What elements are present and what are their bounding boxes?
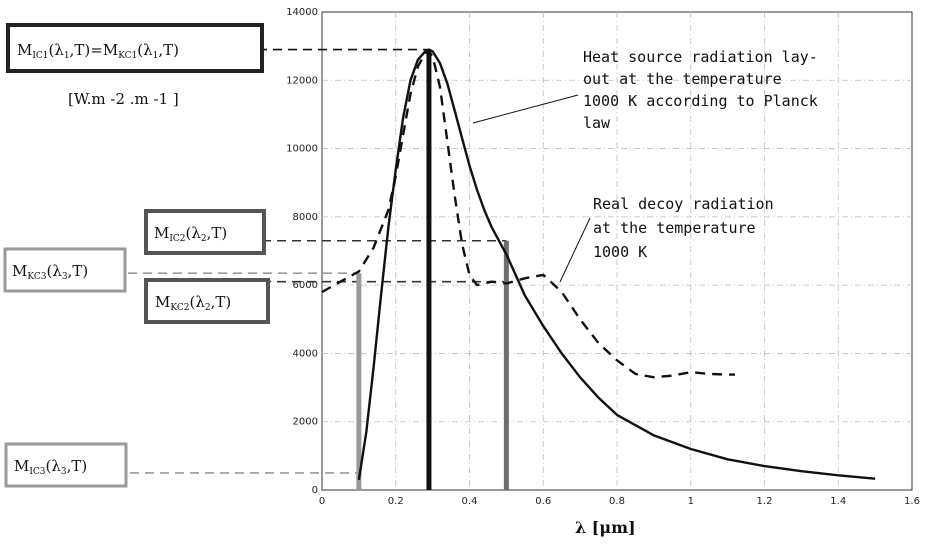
planck-annotation-line-4: law xyxy=(583,114,611,132)
label-m-kc2: MKC2(λ2,T) xyxy=(144,278,270,324)
y-tick-label: 4000 xyxy=(293,348,318,359)
planck-pointer-line xyxy=(472,94,579,124)
y-tick-label: 6000 xyxy=(293,280,318,291)
y-tick-label: 8000 xyxy=(293,212,318,223)
y-tick-label: 12000 xyxy=(286,75,318,86)
decoy-radiation-line xyxy=(321,50,735,379)
label-part: IC1 xyxy=(32,51,48,61)
x-tick-label: 0.8 xyxy=(609,496,625,507)
label-part: M xyxy=(12,262,27,280)
label-part: ,T) xyxy=(68,262,89,280)
label-part: ,T)=M xyxy=(70,41,119,59)
label-box xyxy=(3,247,127,293)
label-part: M xyxy=(17,41,32,59)
planck-annotation-line-3: 1000 K according to Planck xyxy=(583,92,818,110)
label-part: ,T) xyxy=(207,224,228,242)
label-part: (λ xyxy=(189,293,205,311)
label-part: (λ xyxy=(49,41,65,59)
label-part: KC1 xyxy=(118,51,137,61)
label-part: ,T) xyxy=(158,41,179,59)
ticks: 0 0.2 0.4 0.6 0.8 1 1.2 1.4 1.6 0 2000 4000 6000 8000… xyxy=(286,7,920,507)
x-axis-label: λ [μm] xyxy=(575,518,636,537)
label-m-kc3: MKC3(λ3,T) xyxy=(3,247,127,293)
y-tick-label: 10000 xyxy=(286,144,318,155)
y-tick-label: 14000 xyxy=(286,7,318,18)
grid xyxy=(322,12,912,490)
svg-text:MIC3(λ3,T): MIC3(λ3,T) xyxy=(14,457,87,477)
x-tick-label: 1.4 xyxy=(830,496,846,507)
x-tick-label: 1.2 xyxy=(757,496,773,507)
series-lines xyxy=(321,48,876,480)
svg-text:MKC3(λ3,T): MKC3(λ3,T) xyxy=(12,262,88,282)
unit-label: [W.m -2 .m -1 ] xyxy=(68,90,179,108)
y-tick-label: 0 xyxy=(312,485,318,496)
svg-text:MIC2(λ2,T): MIC2(λ2,T) xyxy=(154,224,227,244)
svg-text:MIC1(λ1,T)=MKC1(λ1,T): MIC1(λ1,T)=MKC1(λ1,T) xyxy=(17,41,179,61)
label-part: 1 xyxy=(64,51,70,61)
x-tick-label: 0.6 xyxy=(535,496,551,507)
label-part: 2 xyxy=(201,234,207,244)
label-part: M xyxy=(14,457,29,475)
label-part: (λ xyxy=(137,41,153,59)
label-m-ic2: MIC2(λ2,T) xyxy=(144,209,266,255)
label-box xyxy=(144,209,266,255)
label-part: IC3 xyxy=(29,467,45,477)
label-m-ic1-kc1: MIC1(λ1,T)=MKC1(λ1,T) xyxy=(6,23,264,73)
label-part: (λ xyxy=(46,457,62,475)
planck-radiation-line xyxy=(357,48,876,480)
svg-text:MKC2(λ2,T): MKC2(λ2,T) xyxy=(155,293,231,313)
label-box xyxy=(4,442,128,488)
label-part: KC2 xyxy=(170,303,189,313)
label-part: (λ xyxy=(46,262,62,280)
label-part: (λ xyxy=(186,224,202,242)
label-part: ,T) xyxy=(211,293,232,311)
label-m-ic3: MIC3(λ3,T) xyxy=(4,442,128,488)
y-tick-label: 2000 xyxy=(293,417,318,428)
decoy-annotation-line-2: at the temperature xyxy=(593,219,756,237)
decoy-annotation-line-3: 1000 K xyxy=(593,243,647,261)
planck-annotation-line-2: out at the temperature xyxy=(583,70,782,88)
label-part: M xyxy=(155,293,170,311)
x-tick-label: 1.6 xyxy=(904,496,920,507)
x-tick-label: 1 xyxy=(688,496,694,507)
label-part: 3 xyxy=(62,272,68,282)
label-box xyxy=(6,23,264,73)
label-part: M xyxy=(154,224,169,242)
label-part: 2 xyxy=(205,303,211,313)
label-part: IC2 xyxy=(169,234,185,244)
label-part: ,T) xyxy=(67,457,88,475)
label-part: 1 xyxy=(153,51,159,61)
x-tick-label: 0.4 xyxy=(462,496,478,507)
dashed-level-lines xyxy=(128,48,507,474)
decoy-pointer-line xyxy=(559,217,591,283)
label-part: KC3 xyxy=(27,272,46,282)
x-tick-label: 0.2 xyxy=(388,496,404,507)
decoy-annotation-line-1: Real decoy radiation xyxy=(593,195,774,213)
x-tick-label: 0 xyxy=(319,496,325,507)
label-part: 3 xyxy=(61,467,67,477)
planck-annotation-line-1: Heat source radiation lay- xyxy=(583,48,818,66)
label-box xyxy=(144,278,270,324)
